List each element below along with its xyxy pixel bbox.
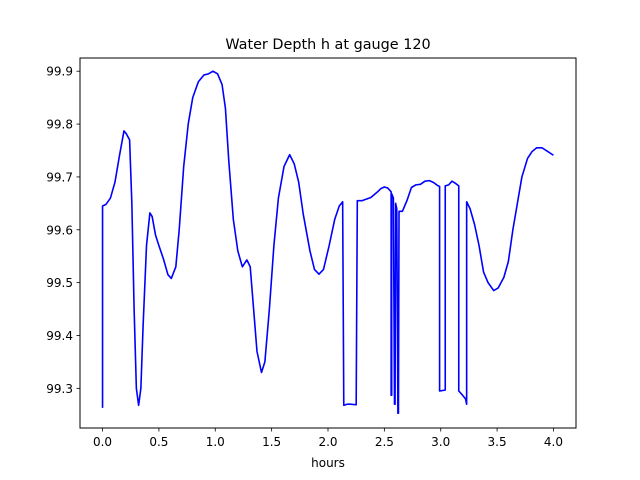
x-tick-label: 3.0 <box>431 435 450 449</box>
y-tick-label: 99.9 <box>46 65 73 79</box>
x-tick-label: 0.0 <box>93 435 112 449</box>
y-tick-label: 99.3 <box>46 382 73 396</box>
y-tick-label: 99.5 <box>46 276 73 290</box>
y-tick-label: 99.6 <box>46 223 73 237</box>
x-tick-label: 1.0 <box>206 435 225 449</box>
x-tick-label: 3.5 <box>488 435 507 449</box>
x-tick-label: 2.5 <box>375 435 394 449</box>
plot-area <box>101 70 554 414</box>
x-tick-label: 1.5 <box>262 435 281 449</box>
x-tick-label: 4.0 <box>544 435 563 449</box>
y-axis-ticks: 99.3 99.4 99.5 99.6 99.7 99.8 99.9 <box>46 65 80 396</box>
y-tick-label: 99.7 <box>46 170 73 184</box>
x-axis-label: hours <box>311 456 345 470</box>
x-axis-ticks: 0.0 0.5 1.0 1.5 2.0 2.5 3.0 3.5 4.0 <box>93 428 563 449</box>
y-tick-label: 99.8 <box>46 118 73 132</box>
y-tick-label: 99.4 <box>46 329 73 343</box>
chart-title: Water Depth h at gauge 120 <box>225 37 430 53</box>
x-tick-label: 2.0 <box>318 435 337 449</box>
axes-frame <box>79 57 577 429</box>
series-line-1 <box>101 70 554 414</box>
x-tick-label: 0.5 <box>149 435 168 449</box>
